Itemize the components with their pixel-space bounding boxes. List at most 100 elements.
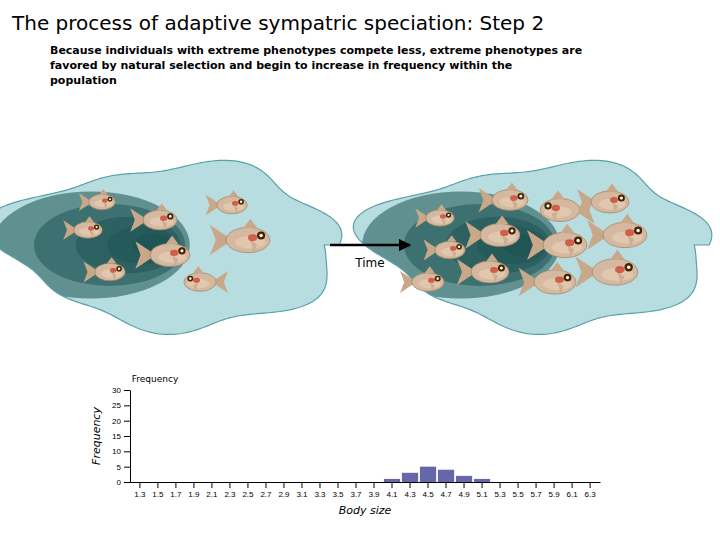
bar (240, 482, 256, 483)
x-tick: 3.5 (332, 482, 344, 499)
x-tick: 6.1 (567, 482, 579, 499)
annotation: Frequency (132, 374, 179, 384)
fish-tail (206, 195, 218, 216)
x-axis: 1.31.51.71.92.12.32.52.72.93.13.33.53.73… (131, 482, 601, 499)
bar (312, 482, 328, 483)
fish-eye (566, 276, 569, 279)
x-tick-mark (554, 482, 555, 488)
x-tick: 5.3 (494, 482, 506, 499)
bar (294, 482, 310, 483)
pond-outline (0, 160, 342, 334)
fish-fin (112, 272, 117, 280)
bar (258, 482, 274, 483)
fish-eye (546, 204, 549, 207)
x-tick-label: 5.3 (494, 490, 506, 499)
fish-eye (624, 263, 632, 271)
fish-tail (135, 241, 151, 268)
fish-fin (243, 219, 257, 228)
x-tick-label: 1.9 (188, 490, 200, 499)
y-tick-label: 25 (112, 401, 121, 410)
fish-fin (512, 200, 518, 210)
y-tick: 30 (112, 386, 130, 395)
y-tick: 0 (117, 478, 130, 487)
y-tick: 10 (112, 447, 130, 456)
fish-eye (447, 214, 449, 216)
x-tick-mark (590, 482, 591, 488)
fish-marking (110, 268, 116, 273)
fish-body (74, 222, 103, 239)
fish (424, 235, 466, 260)
fish-fin (156, 203, 167, 210)
fish-tail (519, 268, 536, 297)
fish-tail (415, 208, 426, 228)
fish-fin (107, 257, 117, 263)
fish-fin (560, 224, 574, 233)
fish-marking (610, 197, 618, 203)
fish-fin (99, 189, 107, 195)
fish-fin (193, 282, 198, 291)
bar (348, 482, 364, 483)
x-tick: 4.7 (440, 482, 452, 499)
bar (564, 482, 580, 483)
bar (186, 482, 202, 483)
bar (438, 470, 454, 482)
fish-eye (518, 193, 525, 200)
fish-eye (456, 244, 462, 250)
fish (210, 219, 270, 255)
fish-fin (552, 210, 558, 221)
fish-marking (615, 266, 625, 273)
y-tick-mark (124, 390, 130, 391)
x-tick-label: 3.9 (368, 490, 380, 499)
fish (577, 184, 629, 216)
fish-eye (187, 276, 193, 282)
x-tick-label: 4.3 (404, 490, 416, 499)
bar (204, 482, 220, 483)
fish-eye (118, 268, 120, 270)
fish-body (95, 263, 125, 281)
fish-tail (457, 259, 472, 285)
x-tick-mark (301, 482, 302, 488)
fish-tail (587, 220, 604, 250)
x-tick: 2.9 (278, 482, 290, 499)
fish (519, 262, 576, 297)
fish-body (603, 222, 647, 247)
y-tick-label: 30 (112, 386, 121, 395)
fish-eye (620, 197, 623, 200)
fish (479, 182, 528, 212)
x-tick-mark (139, 482, 140, 488)
fish-body (89, 194, 116, 209)
x-tick: 4.5 (422, 482, 434, 499)
fish-fin (567, 245, 574, 257)
fish-marking (160, 216, 167, 221)
fish-fin (551, 262, 564, 271)
fish (575, 250, 637, 288)
fish-fin (610, 250, 624, 260)
x-tick-mark (482, 482, 483, 488)
fish-eye (109, 198, 111, 200)
x-tick: 5.9 (549, 482, 561, 499)
arrow (330, 244, 410, 247)
y-axis-title: Frequency (90, 407, 103, 465)
fish-tail (84, 262, 96, 283)
title: The process of adaptive sympatric specia… (11, 11, 544, 35)
y-tick-mark (124, 482, 130, 483)
x-tick-label: 3.3 (314, 490, 326, 499)
x-tick-mark (536, 482, 537, 488)
x-tick: 2.1 (206, 482, 218, 499)
fish-tail (210, 225, 227, 255)
fish-eye (627, 265, 631, 269)
fish-fin (617, 272, 624, 284)
x-tick: 1.7 (170, 482, 182, 499)
fish-fin (172, 255, 178, 266)
y-tick: 15 (112, 432, 130, 441)
fish-body (540, 198, 580, 221)
fish-marking (450, 246, 456, 251)
annotation: Time (354, 256, 384, 270)
fish-body (426, 210, 455, 227)
x-tick-label: 3.1 (296, 490, 308, 499)
fish-eye (508, 227, 515, 234)
fish-marking (193, 278, 200, 283)
x-tick: 4.9 (458, 482, 470, 499)
x-tick-mark (247, 482, 248, 488)
fish-marking (500, 230, 508, 236)
